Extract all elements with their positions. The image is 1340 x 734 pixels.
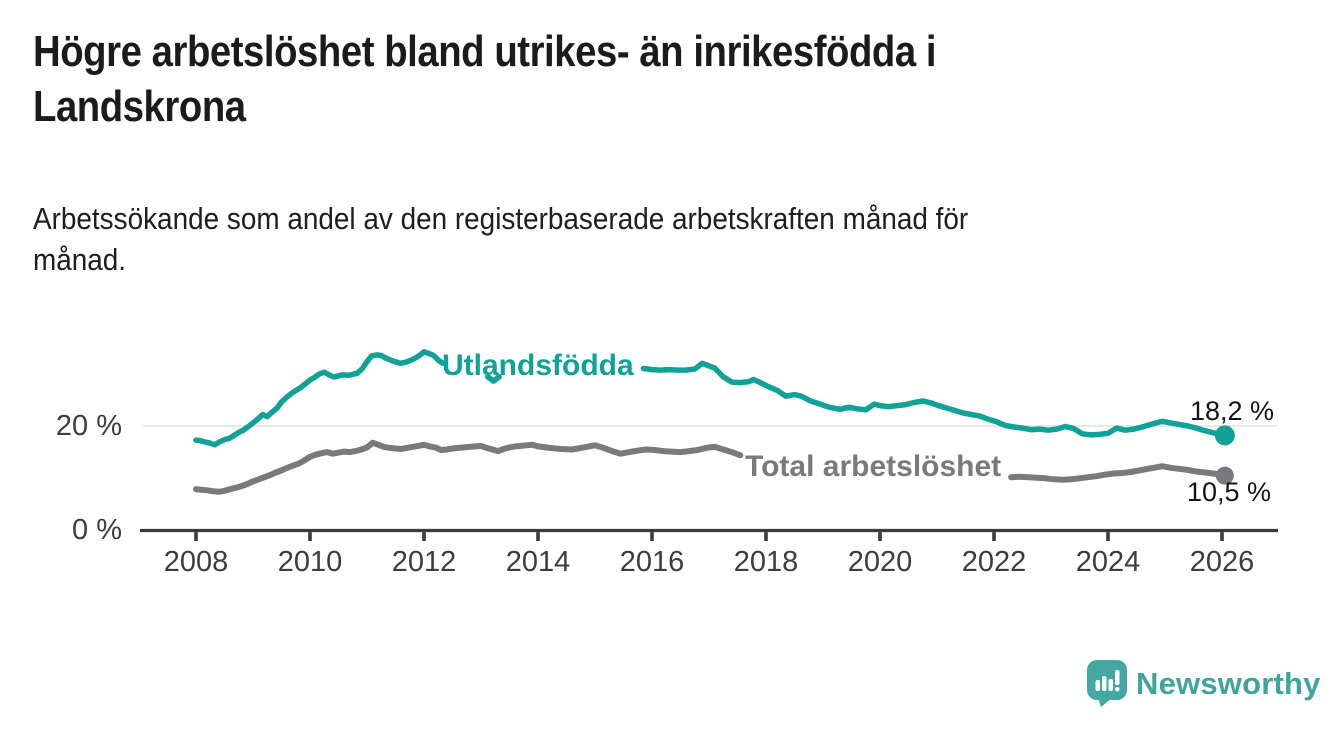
series-line-utlandsfodda (485, 374, 502, 384)
x-tick-label-2012: 2012 (391, 546, 457, 578)
chart-subtitle-line1: Arbetssökande som andel av den registerb… (33, 201, 969, 236)
page-title-line1: Högre arbetslöshet bland utrikes- än inr… (33, 27, 937, 76)
newsworthy-branding: Newsworthy (1086, 659, 1320, 709)
chart-subtitle: Arbetssökande som andel av den registerb… (33, 198, 968, 280)
series-line-utlandsfodda (640, 360, 1228, 439)
newsworthy-logo-text: Newsworthy (1136, 666, 1321, 701)
chart-subtitle-line2: månad. (33, 242, 127, 277)
series-label-total-arbetsloshet: Total arbetslöshet (745, 450, 1002, 483)
y-axis-label-20: 20 % (55, 410, 122, 442)
y-axis-label-0: 0 % (72, 514, 122, 546)
series-line-utlandsfodda (193, 349, 446, 448)
page-title: Högre arbetslöshet bland utrikes- än inr… (33, 24, 937, 134)
series-line-total (1008, 463, 1228, 483)
x-tick-label-2022: 2022 (961, 546, 1027, 578)
x-tick-label-2026: 2026 (1189, 546, 1255, 578)
x-tick-label-2008: 2008 (163, 546, 229, 578)
series-end-dot-utlandsfodda (1214, 425, 1235, 446)
x-tick-label-2010: 2010 (277, 546, 343, 578)
x-tick-label-2018: 2018 (733, 546, 799, 578)
x-tick-label-2024: 2024 (1075, 546, 1141, 578)
series-end-dot-total (1215, 466, 1234, 485)
x-tick-label-2020: 2020 (847, 546, 913, 578)
series-line-total (193, 439, 744, 495)
end-value-label-total: 10,5 % (1187, 477, 1272, 507)
series-label-utlandsfodda: Utlandsfödda (442, 349, 634, 382)
page-title-line2: Landskrona (33, 82, 246, 131)
x-tick-label-2016: 2016 (619, 546, 685, 578)
x-tick-label-2014: 2014 (505, 546, 571, 578)
newsworthy-logo-icon (1087, 660, 1127, 707)
end-value-label-utlandsfodda: 18,2 % (1190, 396, 1275, 426)
